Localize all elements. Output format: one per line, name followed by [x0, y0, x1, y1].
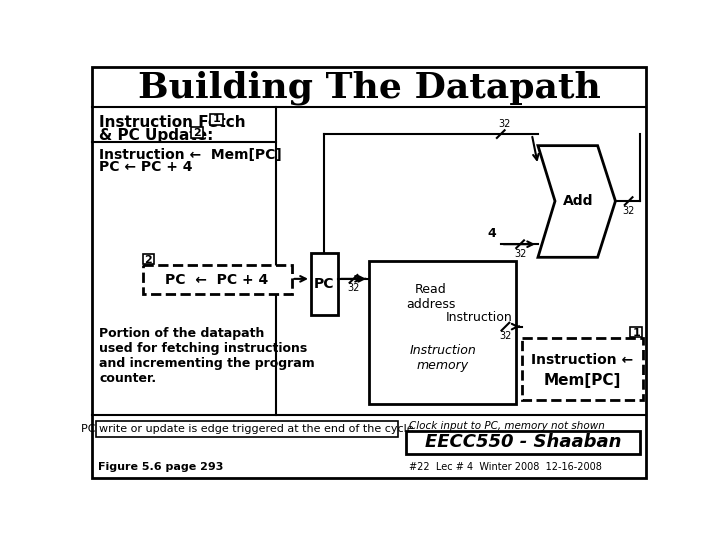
Text: Instruction ←  Mem[PC]: Instruction ← Mem[PC]: [99, 148, 282, 162]
Bar: [311, 253, 338, 315]
Bar: [406, 430, 640, 454]
Text: 32: 32: [347, 283, 360, 293]
Bar: [523, 338, 642, 400]
Text: Read
address: Read address: [406, 283, 456, 310]
Text: EECC550 - Shaaban: EECC550 - Shaaban: [425, 433, 621, 451]
Bar: [210, 114, 222, 125]
Text: PC write or update is edge triggered at the end of the cycle: PC write or update is edge triggered at …: [81, 424, 413, 434]
Text: Building The Datapath: Building The Datapath: [138, 71, 600, 105]
Bar: [96, 421, 398, 437]
Text: 2: 2: [144, 255, 152, 265]
Text: 1: 1: [632, 328, 640, 338]
Text: Mem[PC]: Mem[PC]: [544, 373, 621, 388]
Bar: [143, 254, 153, 264]
Text: 32: 32: [622, 206, 635, 215]
Text: #22  Lec # 4  Winter 2008  12-16-2008: #22 Lec # 4 Winter 2008 12-16-2008: [409, 462, 602, 472]
Text: 2: 2: [193, 127, 201, 138]
Text: 32: 32: [499, 331, 512, 341]
Text: Instruction ←: Instruction ←: [531, 353, 634, 367]
Text: PC ← PC + 4: PC ← PC + 4: [99, 160, 193, 174]
Text: Instruction: Instruction: [446, 310, 513, 323]
Bar: [630, 327, 642, 338]
Text: Clock input to PC, memory not shown: Clock input to PC, memory not shown: [409, 421, 606, 430]
Bar: [143, 265, 292, 294]
Text: Instruction Fetch: Instruction Fetch: [99, 115, 246, 130]
Text: Figure 5.6 page 293: Figure 5.6 page 293: [98, 462, 223, 472]
Text: Add: Add: [563, 194, 593, 208]
Text: & PC Update:: & PC Update:: [99, 128, 214, 143]
Bar: [191, 127, 203, 138]
Text: PC: PC: [314, 277, 335, 291]
Text: 32: 32: [514, 249, 526, 259]
Bar: [369, 261, 516, 403]
Text: 32: 32: [498, 119, 510, 130]
Text: 1: 1: [212, 114, 220, 125]
Polygon shape: [538, 146, 616, 257]
Text: 4: 4: [487, 227, 496, 240]
Text: Portion of the datapath
used for fetching instructions
and incrementing the prog: Portion of the datapath used for fetchin…: [99, 327, 315, 384]
Text: Instruction
memory: Instruction memory: [409, 344, 476, 372]
Text: PC  ←  PC + 4: PC ← PC + 4: [166, 273, 269, 287]
